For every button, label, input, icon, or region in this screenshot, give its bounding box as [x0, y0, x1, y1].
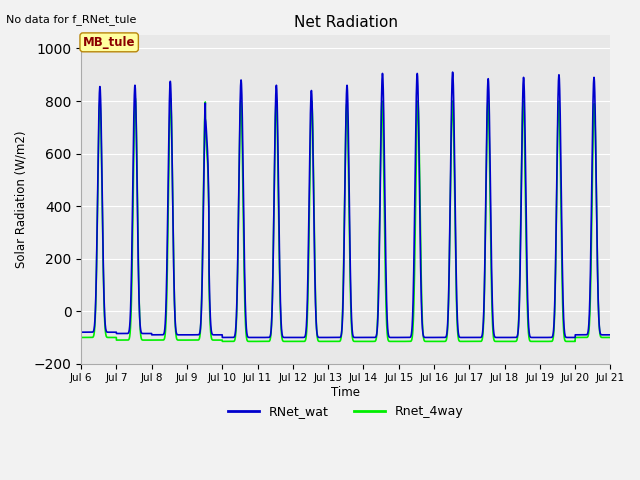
Rnet_4way — [77, 335, 85, 340]
RNet_wat — [465, 335, 472, 340]
RNet_wat — [218, 335, 226, 340]
Line: Rnet_4way: Rnet_4way — [81, 98, 611, 341]
Rnet_4way — [495, 338, 502, 344]
Text: No data for f_RNet_tule: No data for f_RNet_tule — [6, 14, 137, 25]
Rnet_4way — [607, 335, 614, 340]
Legend: RNet_wat, Rnet_4way: RNet_wat, Rnet_4way — [223, 400, 469, 423]
Y-axis label: Solar Radiation (W/m2): Solar Radiation (W/m2) — [15, 131, 28, 268]
X-axis label: Time: Time — [332, 386, 360, 399]
RNet_wat — [172, 330, 180, 336]
RNet_wat — [326, 335, 334, 340]
RNet_wat — [495, 335, 502, 340]
Title: Net Radiation: Net Radiation — [294, 15, 398, 30]
Line: RNet_wat: RNet_wat — [81, 72, 611, 337]
RNet_wat — [435, 335, 443, 340]
Text: MB_tule: MB_tule — [83, 36, 136, 49]
Rnet_4way — [131, 96, 139, 101]
RNet_wat — [607, 332, 614, 338]
Rnet_4way — [218, 338, 226, 344]
Rnet_4way — [326, 338, 334, 344]
RNet_wat — [606, 332, 614, 338]
RNet_wat — [77, 329, 85, 335]
Rnet_4way — [173, 335, 180, 340]
Rnet_4way — [465, 338, 472, 344]
Rnet_4way — [435, 338, 443, 344]
RNet_wat — [449, 69, 456, 75]
Rnet_4way — [606, 335, 614, 340]
